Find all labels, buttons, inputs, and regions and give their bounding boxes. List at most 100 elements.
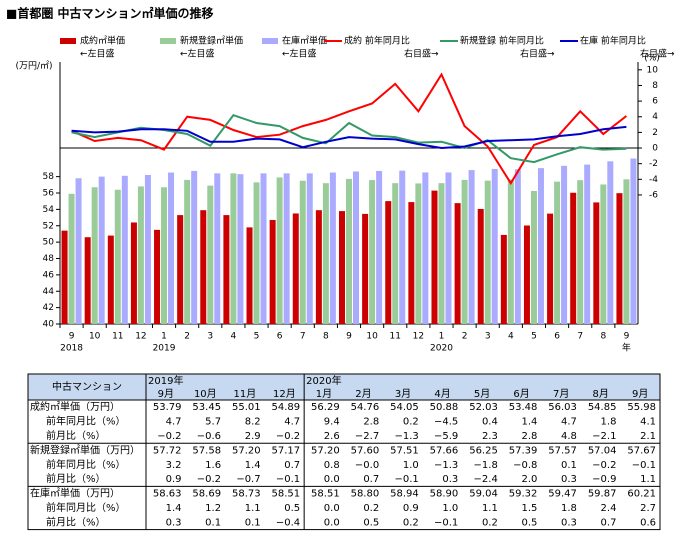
bar [61,230,68,324]
x-tick-label: 12 [135,332,146,342]
table-cell: −5.9 [434,431,458,442]
table-cell: 0.4 [482,417,498,428]
x-tick-label: 2 [184,332,190,342]
bar [577,180,584,324]
table-cell: 57.17 [272,445,301,456]
chart-title: ■首都圏 中古マンション㎡単価の推移 [6,6,214,21]
table-cell: 56.29 [311,402,340,413]
y2-tick-label: 2 [652,128,658,138]
table-cell: 1.5 [521,503,537,514]
y-tick-label: 50 [43,238,55,248]
bar [415,183,422,324]
table-cell: 0.3 [561,474,577,485]
x-tick-label: 10 [366,332,378,342]
table-cell: 0.2 [363,503,379,514]
table-cell: 5.7 [205,417,221,428]
bar [246,227,253,324]
bar [269,220,276,324]
table-cell: 55.98 [627,402,656,413]
x-unit: 年 [622,342,631,354]
legend-label: 在庫 前年同月比 [580,35,646,47]
legend-swatch [262,38,278,44]
bar [600,184,607,324]
x-tick-label: 11 [112,332,123,342]
bar [98,176,105,324]
table-cell: −2.7 [355,431,379,442]
legend-label: 新規登録 前年同月比 [460,35,544,47]
y-tick-label: 48 [43,254,55,264]
bar [177,215,184,324]
bar [200,210,207,324]
y-tick-label: 54 [43,205,55,215]
table-cell: 57.51 [390,445,419,456]
table-cell: 54.89 [272,402,301,413]
table-cell: 2.4 [601,503,617,514]
table-cell: −0.6 [197,431,221,442]
table-cell: 0.1 [245,517,261,528]
x-tick-label: 3 [207,332,213,342]
legend-label: 在庫㎡単価 [282,35,327,47]
table-cell: 54.05 [390,402,419,413]
y-axis-label: (万円/㎡) [15,61,52,72]
table-cell: 53.48 [509,402,538,413]
table-row-label: 前月比（%） [46,515,106,528]
legend-note: 右目盛→ [640,48,675,60]
y-tick-label: 58 [43,172,55,182]
table-cell: 57.57 [548,445,577,456]
table-cell: 57.20 [232,445,261,456]
table-cell: 57.66 [430,445,459,456]
table-cell: 0.5 [521,517,537,528]
bar [253,182,260,324]
table-cell: 54.76 [351,402,380,413]
legend-label: 成約㎡単価 [80,35,125,47]
table-cell: 57.67 [627,445,656,456]
table-cell: 53.79 [153,402,182,413]
table-cell: −0.1 [276,474,300,485]
table-cell: −0.8 [513,460,537,471]
table-cell: 0.5 [284,503,300,514]
table-cell: 59.32 [509,489,538,500]
table-cell: 57.72 [153,445,182,456]
table-cell: 2.0 [521,474,537,485]
table-cell: −0.2 [197,474,221,485]
table-cell: 2.1 [640,431,656,442]
table-cell: 0.0 [324,503,340,514]
table-month: 12月 [273,388,296,400]
table-cell: 1.4 [245,460,261,471]
bar [376,170,383,324]
x-tick-label: 10 [89,332,101,342]
table-cell: −0.1 [394,474,418,485]
bar [230,173,237,324]
bar [130,222,137,324]
table-month: 3月 [395,388,411,400]
bar [68,193,75,324]
table-cell: 1.1 [245,503,261,514]
bar [561,165,568,324]
x-tick-label: 9 [69,332,75,342]
table-cell: 57.20 [311,445,340,456]
bar [223,215,230,324]
table-cell: 56.25 [469,445,498,456]
legend-note: ←左目盛 [282,48,317,60]
y-tick-label: 46 [43,270,55,280]
bar [292,213,299,324]
table-month: 7月 [553,388,569,400]
table-cell: 0.9 [166,474,182,485]
table-cell: 58.80 [351,489,380,500]
table-cell: 50.88 [430,402,459,413]
x-tick-label: 8 [600,332,606,342]
table-cell: 0.2 [482,517,498,528]
x-tick-label: 4 [231,332,237,342]
table-cell: 57.39 [509,445,538,456]
table-month: 9月 [632,388,648,400]
x-year-label: 2020 [430,344,453,354]
table-cell: 4.7 [284,417,300,428]
table-cell: 1.4 [521,417,537,428]
legend-label: 新規登録㎡単価 [180,35,243,47]
table-cell: 58.69 [192,489,221,500]
table-cell: −2.4 [474,474,498,485]
y2-tick-label: 8 [652,81,658,91]
y-tick-label: 56 [43,189,55,199]
table-month: 4月 [434,388,450,400]
table-cell: 0.2 [403,517,419,528]
